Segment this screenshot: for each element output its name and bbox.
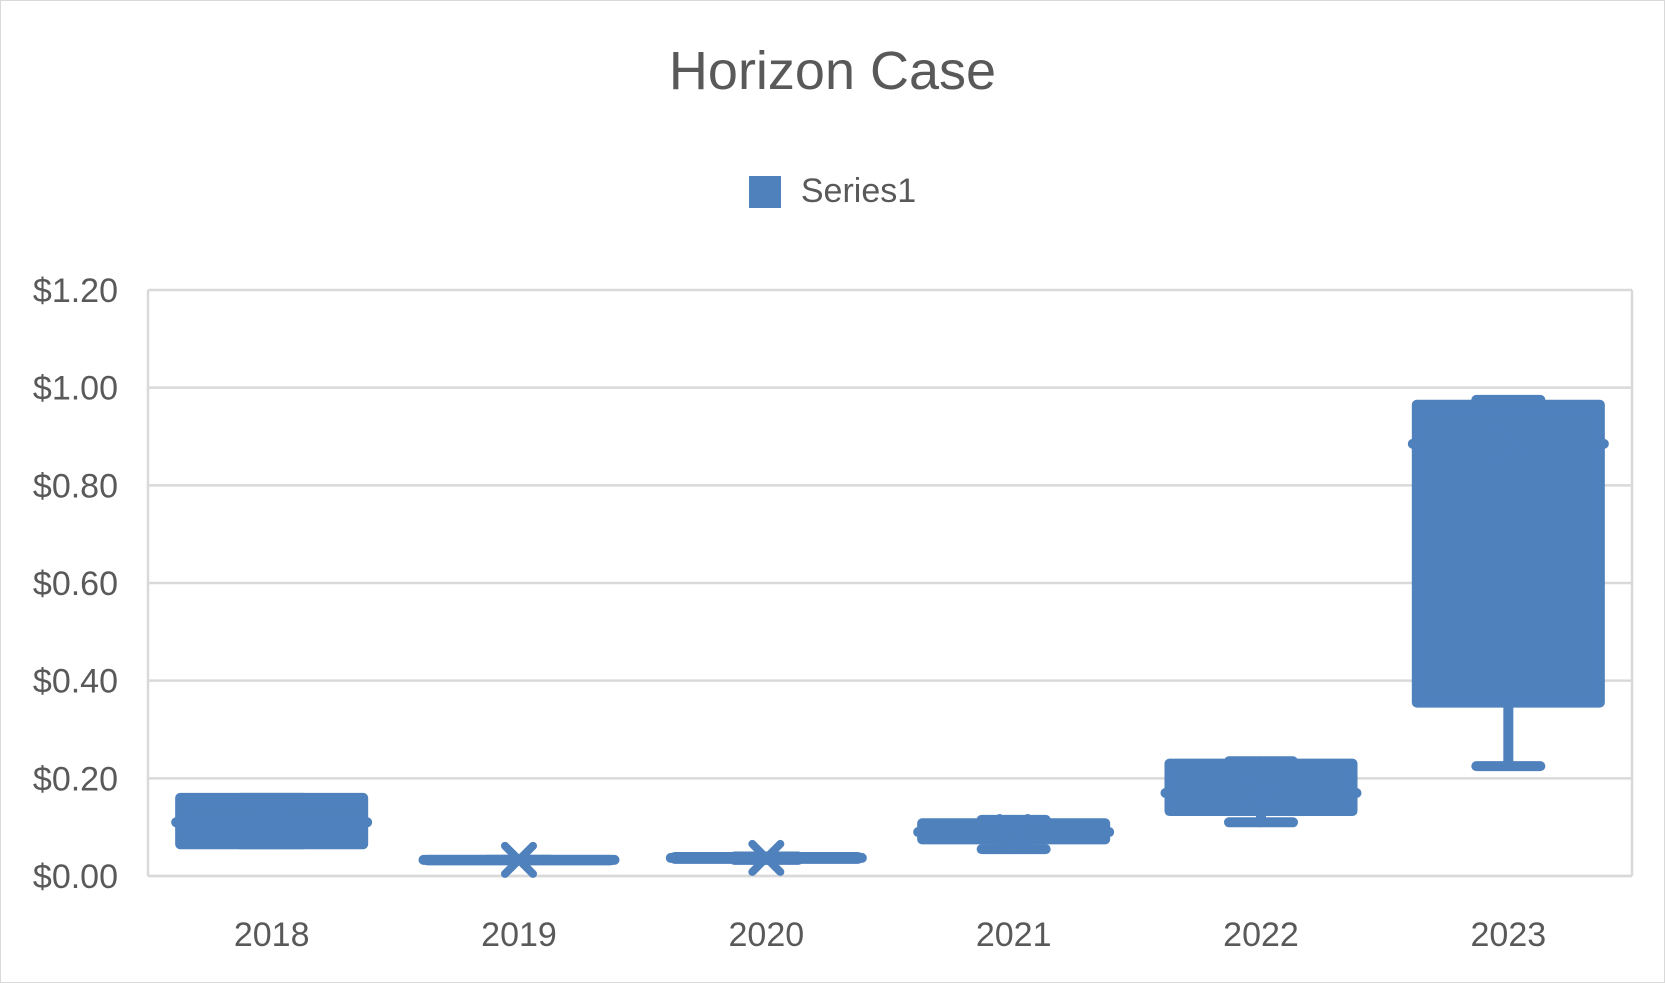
y-tick-label: $0.00 [33,858,118,896]
y-tick-label: $1.00 [33,370,118,408]
box-plot-2018 [171,792,373,850]
chart-title: Horizon Case [668,41,997,101]
mean-marker [1243,774,1279,811]
x-tick-labels: 2018 2019 2020 2021 2022 2023 [234,916,1546,954]
mean-marker [748,839,785,876]
mean-marker [253,804,290,841]
y-tick-label: $1.20 [33,272,118,310]
gridlines [146,288,1634,878]
y-tick-label: $0.40 [33,663,118,701]
box-plots [171,394,1609,878]
mean-marker [501,841,537,878]
box-plot-2019 [418,841,620,878]
x-tick-label: 2020 [729,916,805,954]
y-tick-label: $0.20 [33,760,118,798]
x-tick-label: 2022 [1223,916,1299,954]
box-plot-2021 [913,814,1115,855]
box-plot-2020 [665,839,867,876]
x-tick-label: 2018 [234,916,310,954]
y-tick-labels: $0.00 $0.20 $0.40 $0.60 $0.80 $1.00 $1.20 [33,272,118,896]
box-plot-2023 [1407,394,1609,772]
mean-marker [995,814,1032,851]
legend-swatch [748,175,781,208]
mean-marker [1490,425,1527,462]
legend: Series1 [0,172,1665,211]
x-tick-label: 2019 [481,916,557,954]
x-tick-label: 2023 [1471,916,1547,954]
y-tick-label: $0.60 [33,565,118,603]
box [1411,399,1605,708]
x-tick-label: 2021 [976,916,1052,954]
y-tick-label: $0.80 [33,467,118,505]
box-plot-2022 [1160,756,1362,828]
legend-label: Series1 [800,172,917,210]
